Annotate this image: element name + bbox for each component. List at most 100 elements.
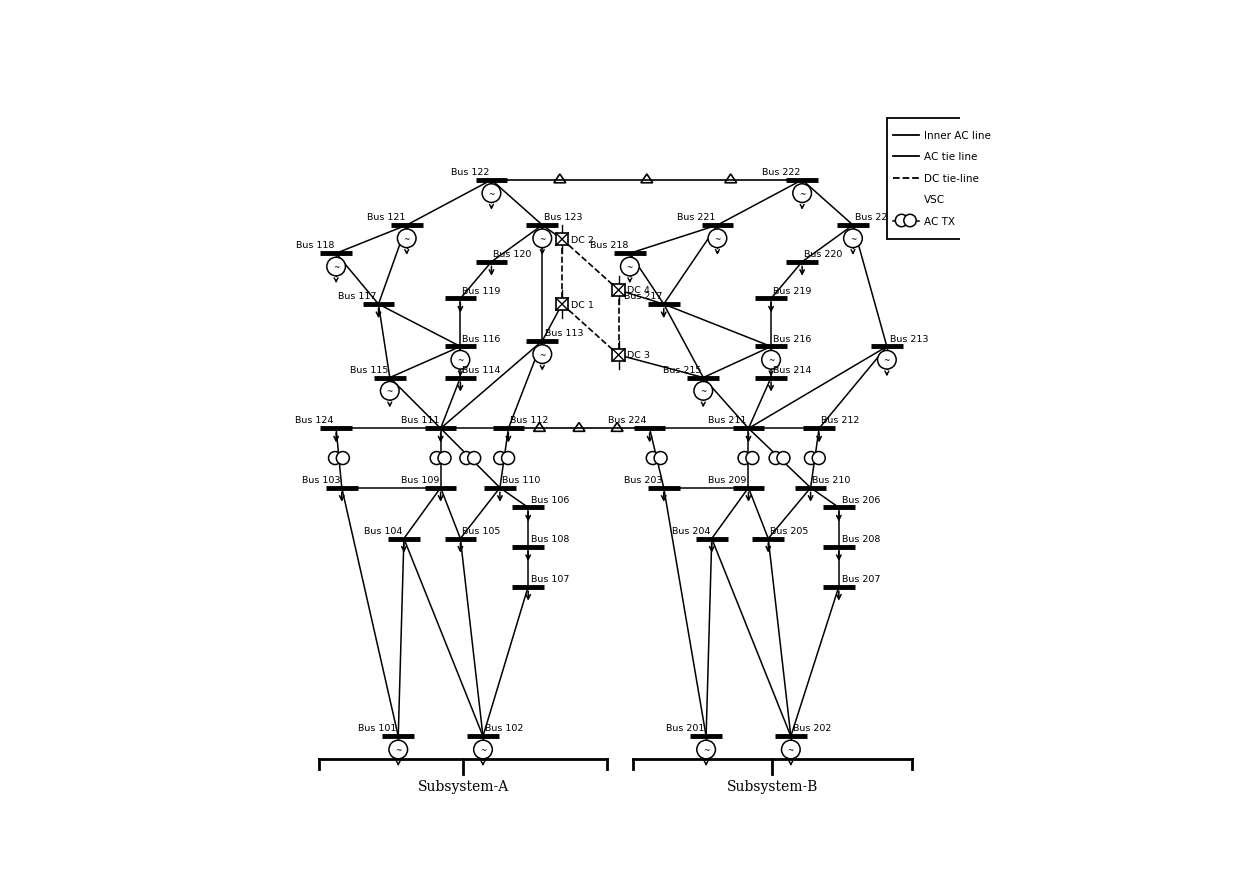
Text: ~: ~ [489,190,495,198]
Circle shape [646,452,660,465]
Circle shape [761,351,780,369]
Circle shape [812,452,826,465]
Circle shape [843,230,862,249]
Circle shape [904,215,916,227]
Text: Bus 205: Bus 205 [770,526,808,535]
Text: ~: ~ [626,263,634,272]
Text: Bus 207: Bus 207 [842,574,880,583]
Text: Bus 216: Bus 216 [773,334,811,343]
Text: ~: ~ [701,387,707,396]
Text: ~: ~ [849,234,856,243]
Circle shape [533,345,552,364]
Text: Bus 202: Bus 202 [792,723,831,732]
Circle shape [460,452,472,465]
Text: Bus 120: Bus 120 [494,249,532,258]
Circle shape [467,452,481,465]
Text: Bus 206: Bus 206 [842,495,880,504]
Bar [899,194,911,206]
Text: Subsystem-A: Subsystem-A [418,779,508,793]
Text: Bus 101: Bus 101 [358,723,397,732]
Text: ~: ~ [799,190,805,198]
Text: Bus 224: Bus 224 [609,416,647,425]
Text: Bus 106: Bus 106 [531,495,569,504]
Text: Bus 214: Bus 214 [773,365,811,375]
Text: DC 4: DC 4 [627,286,650,295]
Text: ~: ~ [458,356,464,365]
Text: Bus 118: Bus 118 [296,241,335,250]
Circle shape [381,382,399,401]
Text: Bus 111: Bus 111 [401,416,439,425]
Text: Bus 114: Bus 114 [463,365,501,375]
Circle shape [438,452,451,465]
Text: Bus 116: Bus 116 [463,334,501,343]
Text: ~: ~ [703,746,709,755]
Text: Bus 104: Bus 104 [363,526,402,535]
Text: Bus 211: Bus 211 [708,416,746,425]
Text: Bus 123: Bus 123 [544,213,583,222]
Text: ~: ~ [539,234,546,243]
Text: DC 2: DC 2 [570,235,594,244]
Circle shape [482,184,501,203]
Text: Bus 204: Bus 204 [672,526,711,535]
Text: Bus 108: Bus 108 [531,535,569,544]
Circle shape [878,351,897,369]
Text: Bus 222: Bus 222 [763,168,801,177]
Circle shape [895,215,908,227]
Text: ~: ~ [884,356,890,365]
Text: DC tie-line: DC tie-line [924,173,978,183]
Text: Bus 112: Bus 112 [510,416,548,425]
Text: ~: ~ [768,356,774,365]
Circle shape [389,740,408,759]
Circle shape [329,452,341,465]
Bar [556,299,568,311]
Text: Bus 102: Bus 102 [485,723,523,732]
Circle shape [451,351,470,369]
Text: Bus 105: Bus 105 [463,526,501,535]
Text: Bus 201: Bus 201 [666,723,704,732]
Text: ~: ~ [539,350,546,359]
Text: Bus 213: Bus 213 [889,334,929,343]
Text: AC TX: AC TX [924,216,955,226]
Circle shape [738,452,751,465]
Text: Bus 220: Bus 220 [804,249,842,258]
Text: Bus 109: Bus 109 [401,476,439,485]
Text: Bus 223: Bus 223 [854,213,893,222]
Bar [887,119,1003,240]
Bar [613,350,625,362]
Text: Bus 113: Bus 113 [546,328,584,338]
Text: DC 3: DC 3 [627,351,650,360]
Circle shape [708,230,727,249]
Text: Bus 124: Bus 124 [295,416,334,425]
Circle shape [533,230,552,249]
Text: Bus 217: Bus 217 [624,291,662,300]
Text: Bus 107: Bus 107 [531,574,569,583]
Text: ~: ~ [387,387,393,396]
Circle shape [781,740,800,759]
Circle shape [501,452,515,465]
Text: DC 1: DC 1 [570,300,594,309]
Circle shape [805,452,817,465]
Circle shape [746,452,759,465]
Circle shape [620,258,639,276]
Circle shape [397,230,417,249]
Text: Bus 122: Bus 122 [451,168,490,177]
Circle shape [777,452,790,465]
Circle shape [697,740,715,759]
Circle shape [430,452,443,465]
Text: ~: ~ [403,234,410,243]
Circle shape [653,452,667,465]
Text: ~: ~ [396,746,402,755]
Text: Bus 208: Bus 208 [842,535,880,544]
Text: Bus 103: Bus 103 [301,476,340,485]
Text: Bus 117: Bus 117 [339,291,377,300]
Circle shape [336,452,350,465]
Text: Bus 115: Bus 115 [350,365,388,375]
Text: ~: ~ [714,234,720,243]
Text: AC tie line: AC tie line [924,152,977,162]
Text: Bus 210: Bus 210 [812,476,851,485]
Text: Bus 209: Bus 209 [708,476,746,485]
Text: Bus 121: Bus 121 [367,213,405,222]
Text: Inner AC line: Inner AC line [924,131,991,140]
Text: Bus 110: Bus 110 [502,476,539,485]
Text: Bus 219: Bus 219 [773,286,811,295]
